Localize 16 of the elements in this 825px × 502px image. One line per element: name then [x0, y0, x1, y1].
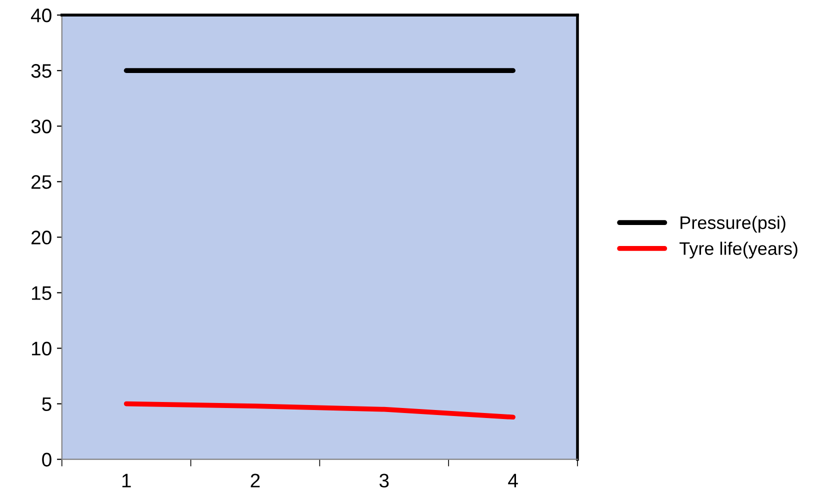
line-series	[124, 401, 516, 420]
y-tick-label: 20	[32, 230, 52, 244]
y-tick-label: 30	[31, 120, 52, 134]
y-tick-label: 40	[30, 8, 52, 22]
legend-label: Pressure(psi)	[680, 216, 786, 233]
y-tick-label: 5	[42, 397, 52, 412]
y-tick-label: 10	[32, 342, 52, 356]
legend-label: Tyre life(years)	[680, 242, 798, 259]
x-tick-label: 3	[379, 474, 389, 488]
y-tick-label: 0	[42, 452, 52, 467]
y-tick-label: 15	[32, 286, 52, 300]
x-tick-label: 2	[250, 474, 260, 488]
y-tick-label: 25	[32, 175, 52, 189]
y-tick-label: 35	[31, 64, 52, 78]
x-tick-label: 1	[122, 474, 131, 488]
x-tick-label: 4	[508, 474, 518, 488]
